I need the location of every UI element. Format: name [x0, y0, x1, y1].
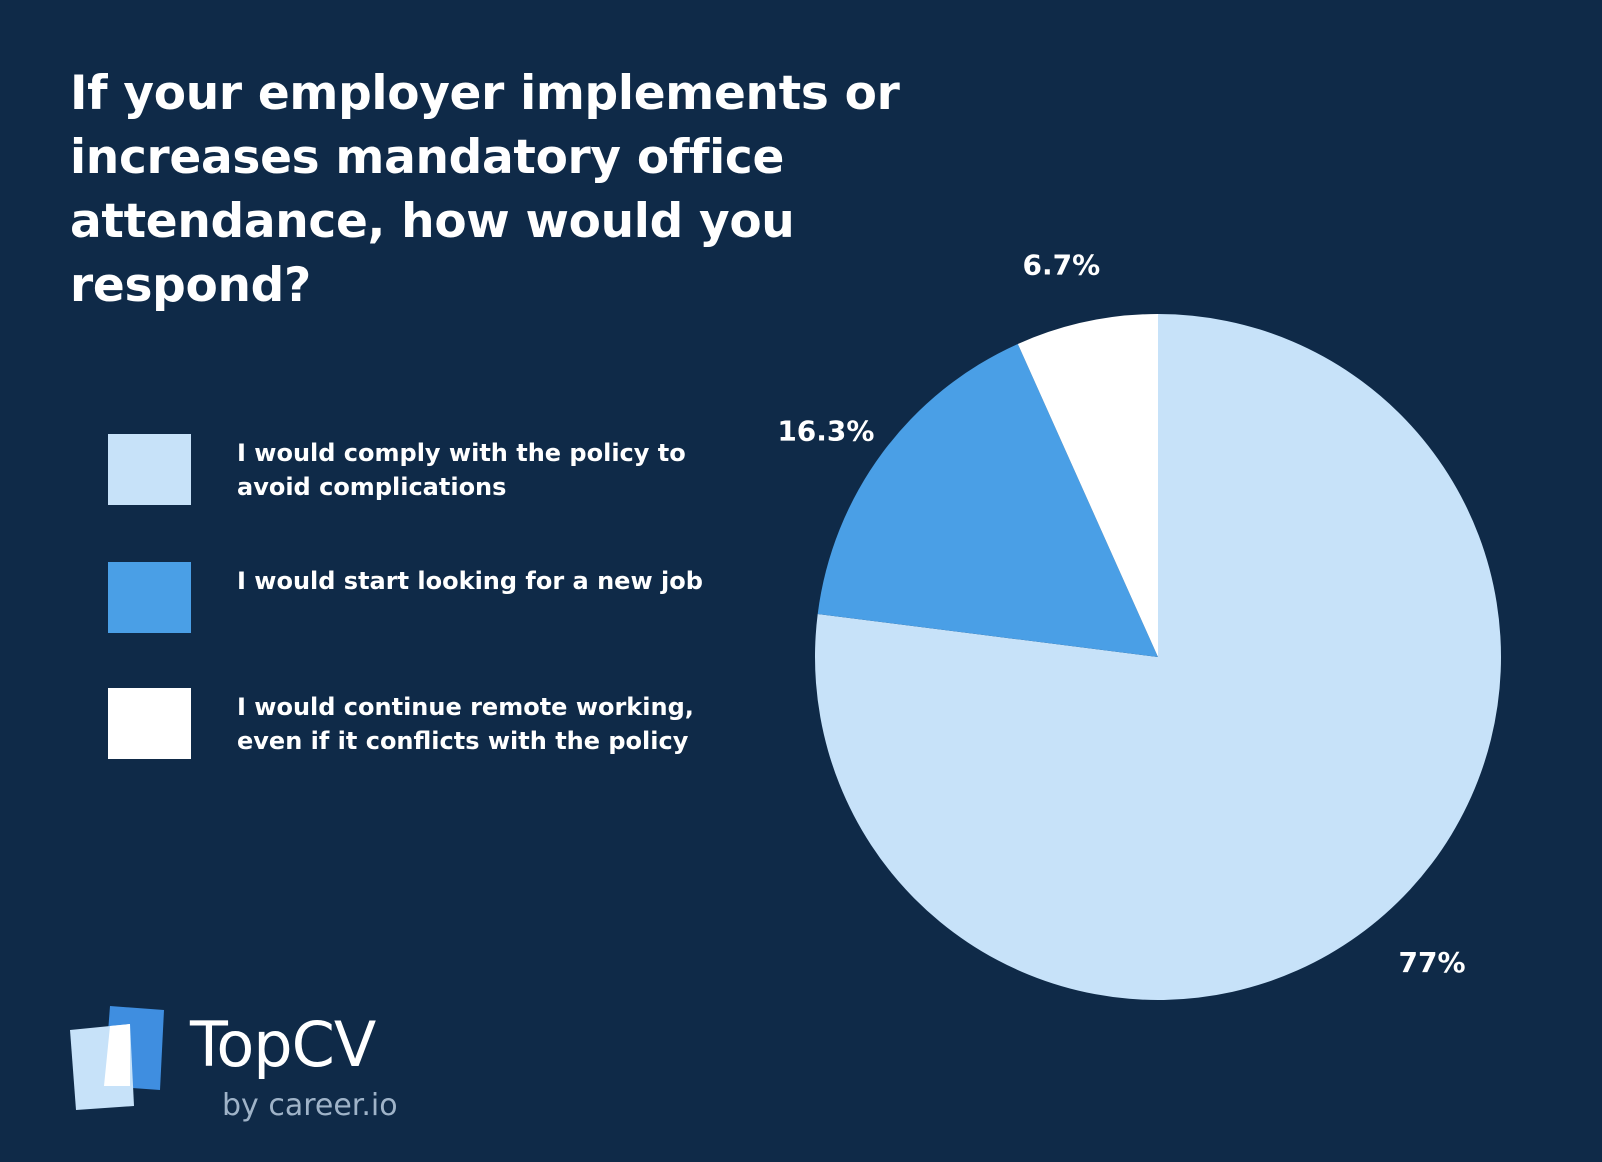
legend-label-comply: I would comply with the policy to avoid …	[237, 439, 686, 501]
legend-item-comply: I would comply with the policy to avoid …	[108, 434, 708, 506]
pie-value-label-1: 16.3%	[777, 415, 874, 448]
legend-label-new-job: I would start looking for a new job	[237, 567, 703, 595]
legend-swatch-new-job	[108, 562, 191, 633]
pie-value-label-0: 77%	[1398, 946, 1465, 979]
legend-item-remote: I would continue remote working, even if…	[108, 688, 708, 760]
legend-swatch-remote	[108, 688, 191, 759]
legend-label-remote: I would continue remote working, even if…	[237, 693, 694, 755]
pie-slice-2	[1017, 314, 1158, 657]
pie-value-label-2: 6.7%	[1022, 249, 1100, 282]
chart-title: If your employer implements or increases…	[70, 66, 900, 313]
legend-item-new-job: I would start looking for a new job	[108, 562, 708, 634]
logo-sub: by career.io	[222, 1088, 398, 1123]
topcv-logo: TopCV by career.io	[68, 1004, 468, 1134]
topcv-logo-icon	[70, 1006, 164, 1110]
pie-slice-1	[817, 343, 1158, 657]
logo-name: TopCV	[190, 1008, 376, 1081]
legend-swatch-comply	[108, 434, 191, 505]
